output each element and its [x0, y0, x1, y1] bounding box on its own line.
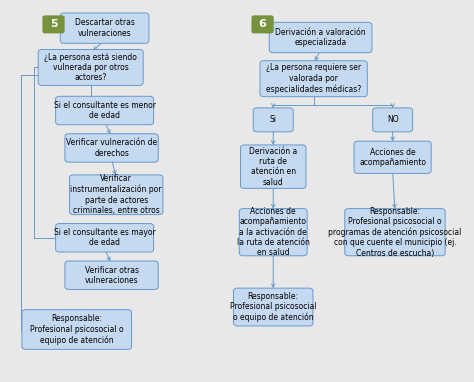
- FancyBboxPatch shape: [65, 261, 158, 290]
- FancyBboxPatch shape: [55, 223, 154, 252]
- Text: Responsable:
Profesional psicosocial o
equipo de atención: Responsable: Profesional psicosocial o e…: [30, 314, 124, 345]
- Text: Si el consultante es menor
de edad: Si el consultante es menor de edad: [54, 101, 155, 120]
- FancyBboxPatch shape: [240, 145, 306, 188]
- FancyBboxPatch shape: [260, 61, 367, 97]
- FancyBboxPatch shape: [252, 16, 273, 33]
- Text: Verificar vulneración de
derechos: Verificar vulneración de derechos: [66, 138, 157, 158]
- FancyBboxPatch shape: [354, 141, 431, 173]
- Text: Descartar otras
vulneraciones: Descartar otras vulneraciones: [75, 18, 135, 38]
- Text: Si el consultante es mayor
de edad: Si el consultante es mayor de edad: [54, 228, 155, 248]
- Text: 5: 5: [50, 19, 57, 29]
- Text: Responsable:
Profesional psicosocial o
programas de atención psicosocial
con que: Responsable: Profesional psicosocial o p…: [328, 207, 462, 258]
- Text: Acciones de
acompañamiento
a la activación de
la ruta de atención
en salud: Acciones de acompañamiento a la activaci…: [237, 207, 310, 257]
- FancyBboxPatch shape: [234, 288, 313, 326]
- Text: Derivación a
ruta de
atención en
salud: Derivación a ruta de atención en salud: [249, 147, 297, 187]
- FancyBboxPatch shape: [22, 310, 132, 350]
- Text: NO: NO: [387, 115, 399, 125]
- FancyBboxPatch shape: [269, 23, 372, 53]
- FancyBboxPatch shape: [373, 108, 412, 132]
- Text: 6: 6: [259, 19, 266, 29]
- FancyBboxPatch shape: [55, 96, 154, 125]
- FancyBboxPatch shape: [43, 16, 64, 33]
- Text: Responsable:
Profesional psicosocial
o equipo de atención: Responsable: Profesional psicosocial o e…: [230, 292, 317, 322]
- Text: Si: Si: [270, 115, 277, 125]
- FancyBboxPatch shape: [38, 50, 143, 86]
- Text: Derivación a valoración
especializada: Derivación a valoración especializada: [275, 28, 366, 47]
- FancyBboxPatch shape: [70, 175, 163, 215]
- Text: ¿La persona está siendo
vulnerada por otros
actores?: ¿La persona está siendo vulnerada por ot…: [44, 53, 137, 83]
- Text: Verificar
instrumentalización por
parte de actores
criminales, entre otros: Verificar instrumentalización por parte …: [71, 174, 162, 215]
- Text: ¿La persona requiere ser
valorada por
especialidades médicas?: ¿La persona requiere ser valorada por es…: [266, 63, 361, 94]
- FancyBboxPatch shape: [65, 134, 158, 162]
- FancyBboxPatch shape: [239, 209, 307, 256]
- Text: Acciones de
acompañamiento: Acciones de acompañamiento: [359, 147, 426, 167]
- FancyBboxPatch shape: [60, 13, 149, 43]
- Text: Verificar otras
vulneraciones: Verificar otras vulneraciones: [84, 265, 138, 285]
- FancyBboxPatch shape: [345, 209, 445, 256]
- FancyBboxPatch shape: [253, 108, 293, 132]
